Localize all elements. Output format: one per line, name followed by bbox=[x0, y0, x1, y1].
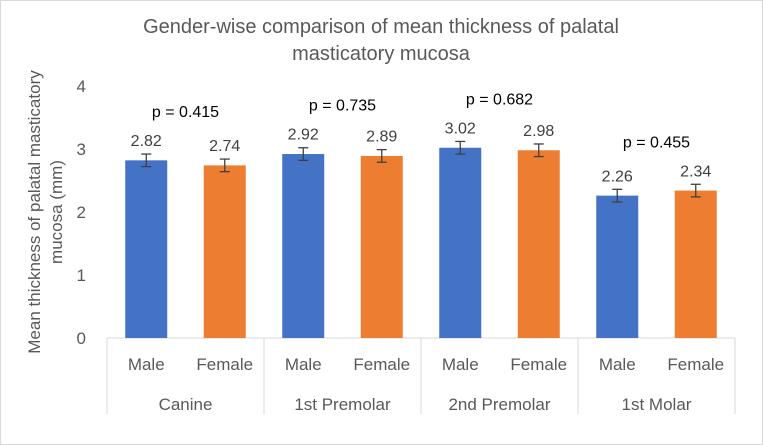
group-label-3: 1st Molar bbox=[622, 395, 692, 414]
bar-1-1 bbox=[360, 155, 403, 338]
y-tick-label-0: 0 bbox=[77, 329, 86, 348]
chart-title-line-2: masticatory mucosa bbox=[292, 43, 471, 65]
category-label-1-1: Female bbox=[353, 355, 410, 374]
bar-3-0 bbox=[596, 195, 639, 338]
data-label-2-0: 3.02 bbox=[445, 120, 476, 137]
category-label-2-0: Male bbox=[442, 355, 479, 374]
p-value-label-2: p = 0.682 bbox=[466, 91, 533, 108]
bar-3-1 bbox=[674, 190, 717, 338]
y-tick-label-2: 2 bbox=[77, 203, 86, 222]
data-label-3-0: 2.26 bbox=[602, 168, 633, 185]
bar-0-1 bbox=[203, 165, 246, 338]
y-tick-label-1: 1 bbox=[77, 266, 86, 285]
data-label-3-1: 2.34 bbox=[680, 163, 711, 180]
data-label-0-1: 2.74 bbox=[209, 138, 240, 155]
y-tick-label-3: 3 bbox=[77, 140, 86, 159]
bar-0-0 bbox=[125, 160, 168, 338]
y-axis-label: Mean thickness of palatal masticatory mu… bbox=[25, 70, 66, 354]
bar-2-1 bbox=[517, 150, 560, 338]
category-label-0-0: Male bbox=[128, 355, 165, 374]
data-label-0-0: 2.82 bbox=[131, 133, 162, 150]
y-tick-label-4: 4 bbox=[77, 77, 86, 96]
data-label-1-0: 2.92 bbox=[288, 127, 319, 144]
chart-title: Gender-wise comparison of mean thickness… bbox=[143, 16, 619, 65]
category-label-0-1: Female bbox=[196, 355, 253, 374]
p-value-label-0: p = 0.415 bbox=[152, 104, 219, 121]
group-label-1: 1st Premolar bbox=[294, 395, 391, 414]
y-axis-label-line-2: mucosa (mm) bbox=[47, 160, 66, 264]
group-label-2: 2nd Premolar bbox=[448, 395, 550, 414]
p-value-label-1: p = 0.735 bbox=[309, 98, 376, 115]
data-label-1-1: 2.89 bbox=[366, 129, 397, 146]
bar-2-0 bbox=[439, 147, 482, 338]
p-value-label-3: p = 0.455 bbox=[623, 134, 690, 151]
bar-1-0 bbox=[282, 154, 325, 338]
group-label-0: Canine bbox=[159, 395, 213, 414]
y-axis-label-line-1: Mean thickness of palatal masticatory bbox=[25, 70, 44, 354]
category-label-3-0: Male bbox=[599, 355, 636, 374]
category-label-2-1: Female bbox=[510, 355, 567, 374]
chart-title-line-1: Gender-wise comparison of mean thickness… bbox=[143, 16, 619, 38]
category-label-3-1: Female bbox=[667, 355, 724, 374]
plot-area: 0 1 2 3 4 2.82 Male 2.74 Female Canine p = 0.415 2.… bbox=[77, 77, 736, 414]
category-label-1-0: Male bbox=[285, 355, 322, 374]
data-label-2-1: 2.98 bbox=[523, 123, 554, 140]
